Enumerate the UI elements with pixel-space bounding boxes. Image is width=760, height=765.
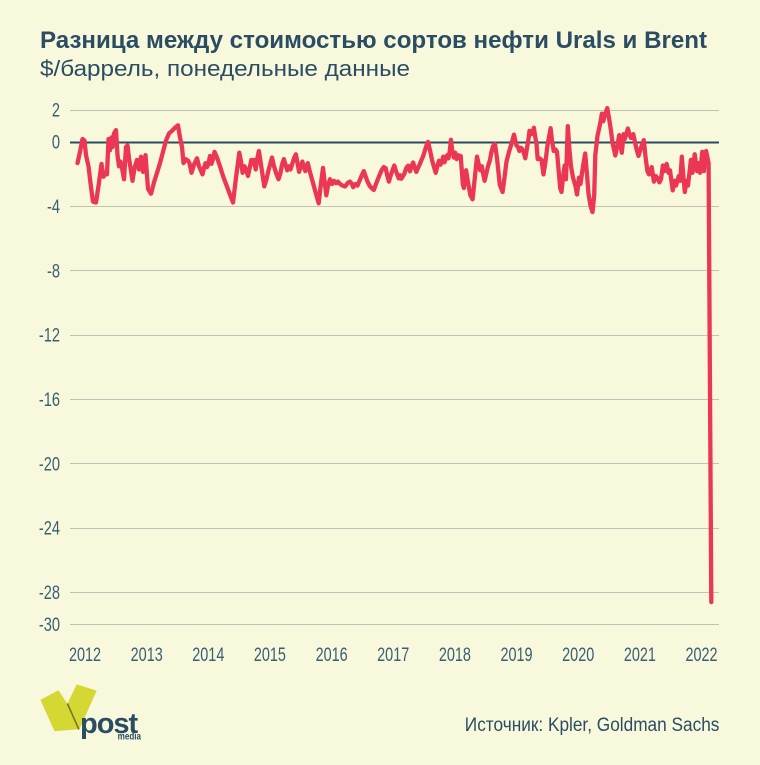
svg-text:-4: -4 <box>47 195 60 218</box>
svg-text:-12: -12 <box>39 324 60 347</box>
svg-text:2021: 2021 <box>624 643 656 666</box>
svg-text:2019: 2019 <box>500 643 532 666</box>
svg-text:2017: 2017 <box>377 643 409 666</box>
svg-text:Источник: Kpler, Goldman Sachs: Источник: Kpler, Goldman Sachs <box>465 714 720 735</box>
svg-text:-30: -30 <box>39 613 60 636</box>
svg-text:-28: -28 <box>39 581 60 604</box>
svg-text:0: 0 <box>52 131 60 154</box>
svg-text:$/баррель, понедельные данные: $/баррель, понедельные данные <box>40 56 410 81</box>
svg-text:media: media <box>118 731 142 742</box>
svg-text:2012: 2012 <box>69 643 101 666</box>
svg-text:2020: 2020 <box>562 643 594 666</box>
svg-text:2015: 2015 <box>254 643 286 666</box>
svg-text:2022: 2022 <box>685 643 717 666</box>
svg-text:-24: -24 <box>39 516 60 539</box>
svg-text:-20: -20 <box>39 452 60 475</box>
svg-text:Разница между стоимостью сорто: Разница между стоимостью сортов нефти Ur… <box>40 27 707 54</box>
svg-text:2016: 2016 <box>316 643 348 666</box>
svg-text:2018: 2018 <box>439 643 471 666</box>
svg-text:-8: -8 <box>47 259 60 282</box>
svg-text:2014: 2014 <box>192 643 224 666</box>
svg-text:2: 2 <box>52 98 60 121</box>
svg-text:post: post <box>80 708 139 740</box>
svg-text:-16: -16 <box>39 388 60 411</box>
svg-text:2013: 2013 <box>131 643 163 666</box>
